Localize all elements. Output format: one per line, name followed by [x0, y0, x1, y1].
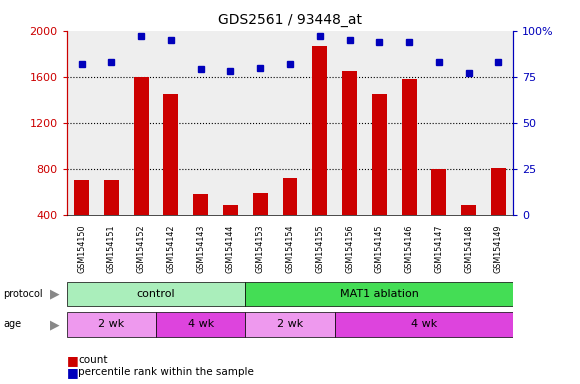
Bar [312, 46, 327, 215]
Bar [193, 194, 208, 215]
Bar [253, 193, 268, 215]
Bar [133, 77, 148, 215]
Bar [401, 79, 416, 215]
Text: GSM154152: GSM154152 [137, 224, 146, 273]
Bar [104, 180, 119, 215]
Bar [491, 168, 506, 215]
Text: count: count [78, 355, 108, 365]
Text: GSM154145: GSM154145 [375, 224, 384, 273]
Text: 4 wk: 4 wk [411, 319, 437, 329]
Text: ■: ■ [67, 366, 78, 379]
Text: ▶: ▶ [50, 287, 60, 300]
Title: GDS2561 / 93448_at: GDS2561 / 93448_at [218, 13, 362, 27]
Text: GSM154146: GSM154146 [405, 224, 414, 273]
Text: GSM154153: GSM154153 [256, 224, 264, 273]
Bar [67, 282, 245, 306]
Bar [282, 178, 298, 215]
Text: GSM154142: GSM154142 [166, 224, 175, 273]
Text: GSM154151: GSM154151 [107, 224, 116, 273]
Bar [342, 71, 357, 215]
Text: GSM154154: GSM154154 [285, 224, 295, 273]
Bar [223, 205, 238, 215]
Text: MAT1 ablation: MAT1 ablation [340, 289, 419, 299]
Text: 4 wk: 4 wk [187, 319, 214, 329]
Bar [245, 282, 513, 306]
Bar [67, 313, 156, 336]
Text: ■: ■ [67, 354, 78, 367]
Text: ▶: ▶ [50, 318, 60, 331]
Text: protocol: protocol [3, 289, 42, 299]
Text: 2 wk: 2 wk [277, 319, 303, 329]
Bar [335, 313, 513, 336]
Text: control: control [137, 289, 175, 299]
Text: 2 wk: 2 wk [98, 319, 125, 329]
Text: GSM154156: GSM154156 [345, 224, 354, 273]
Bar [245, 313, 335, 336]
Bar [74, 180, 89, 215]
Text: percentile rank within the sample: percentile rank within the sample [78, 367, 254, 377]
Text: GSM154155: GSM154155 [316, 224, 324, 273]
Text: GSM154143: GSM154143 [196, 224, 205, 273]
Text: GSM154144: GSM154144 [226, 224, 235, 273]
Bar [164, 94, 178, 215]
Bar [156, 313, 245, 336]
Text: GSM154147: GSM154147 [434, 224, 443, 273]
Text: GSM154149: GSM154149 [494, 224, 503, 273]
Text: GSM154150: GSM154150 [77, 224, 86, 273]
Text: GSM154148: GSM154148 [464, 224, 473, 273]
Text: age: age [3, 319, 21, 329]
Bar [461, 205, 476, 215]
Bar [372, 94, 387, 215]
Bar [432, 169, 446, 215]
